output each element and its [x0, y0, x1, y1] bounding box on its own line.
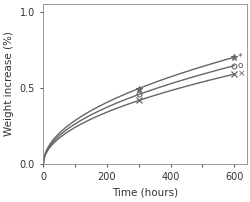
Y-axis label: Weight increase (%): Weight increase (%) — [4, 32, 14, 137]
X-axis label: Time (hours): Time (hours) — [112, 188, 178, 198]
Text: o: o — [236, 61, 242, 70]
Text: *: * — [236, 53, 241, 62]
Text: ×: × — [236, 70, 244, 79]
